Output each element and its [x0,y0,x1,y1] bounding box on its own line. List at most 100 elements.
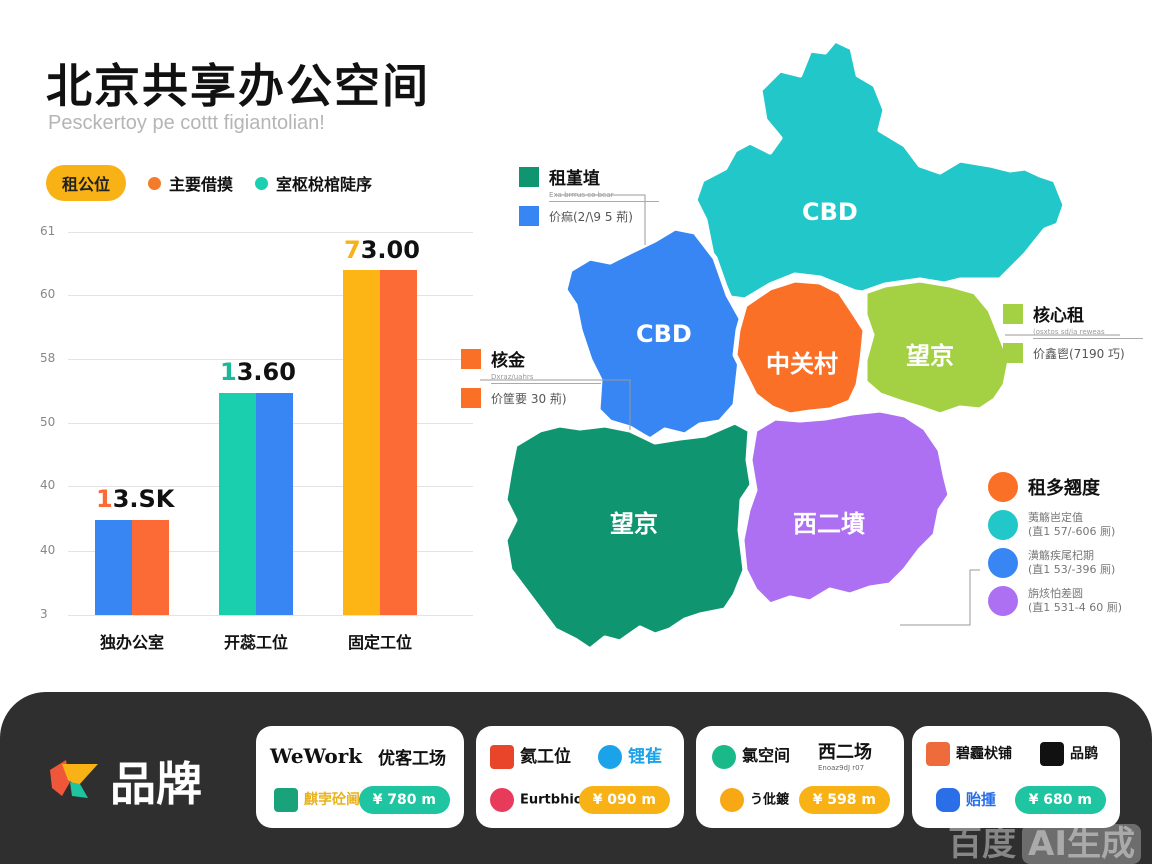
brand-name: 贻揰 [936,788,996,812]
brand-name: 氦工位 [490,742,571,769]
legend-circle-icon [988,510,1018,540]
brand-name: WeWork [270,744,363,768]
legend-square-icon [519,206,539,226]
bar[interactable] [256,393,293,615]
region-label: 望京 [610,510,658,538]
map-shapes [480,37,1120,653]
price-badge: ¥ 598 m [798,786,890,814]
brand-logo-icon [720,788,744,812]
price-badge: ¥ 780 m [358,786,450,814]
bar[interactable] [219,393,256,615]
legend-circle-icon [988,586,1018,616]
brand-name: 优客工场 [378,749,446,769]
brand-name: う仳鍍 [720,788,789,812]
legend-square-icon [1003,303,1023,324]
y-tick: 60 [40,287,56,301]
y-tick: 40 [40,478,56,492]
legend-circle-icon [988,472,1018,502]
chart-legend: 租公位 主要借摸 室枢梲棺陡序 [46,165,372,201]
legend-dot-icon [148,176,162,190]
brand-name: 品鹍 [1040,742,1098,766]
map-annotation: 租堇埴 Exa brrrus co bear 价痲(2/\9 5 荊) [519,164,659,226]
brand-name: 碧霾枤铺 [926,742,1012,766]
y-tick: 40 [40,543,56,557]
annotation-tiny-text: Dxraz/uahrs [491,373,601,384]
legend-label: 主要借摸 [169,175,234,194]
legend-square-icon [1003,343,1023,363]
brand-strip: 品牌 WeWork 优客工场 麒孛砼阃 ¥ 780 m 氦工位 锂雈 Eurtb… [0,692,1152,864]
region-center [732,277,868,418]
brand-logo-icon [490,788,514,812]
annotation-sub: 价鑫鬯(7190 巧) [1033,346,1125,361]
brand-logo-icon [936,788,960,812]
brand-card[interactable]: WeWork 优客工场 麒孛砼阃 ¥ 780 m [256,726,464,828]
bar-value-label: 13.60 [220,358,296,386]
legend-label: 室枢梲棺陡序 [276,175,373,194]
brand-logo-icon [490,745,514,769]
bar[interactable] [380,270,417,615]
legend-item: 主要借摸 [148,171,233,195]
region-label: 望京 [906,342,954,370]
density-legend-title: 租多翘度 [1028,478,1100,499]
annotation-sub: 价筐要 30 荊) [491,391,567,406]
y-tick: 58 [40,351,56,365]
brand-logo-icon [712,744,736,769]
brand-card[interactable]: 碧霾枤铺 品鹍 贻揰 ¥ 680 m [912,726,1120,828]
brand-name: 西二场 Enoaz9dJ r07 [818,742,872,772]
brand-logo-icon [1040,742,1064,766]
gridline [68,232,473,233]
annotation-sub: 价痲(2/\9 5 荊) [549,209,633,224]
legend-pill[interactable]: 租公位 [46,165,127,201]
region-north [692,37,1068,303]
annotation-title: 租堇埴 [549,169,600,189]
bar-group [343,270,417,615]
brand-logo-icon [598,745,622,769]
y-tick: 50 [40,415,56,429]
brand-name: Eurtbhioe [490,788,592,812]
bar[interactable] [132,520,169,615]
annotation-tiny-text: (osxtos sd/ia reweas [1033,328,1143,339]
y-tick: 3 [40,607,48,621]
gridline [68,295,473,296]
brand-card[interactable]: 氦工位 锂雈 Eurtbhioe ¥ 090 m [476,726,684,828]
region-label: CBD [802,198,858,226]
region-label: 中关村 [766,350,838,378]
region-southeast [739,407,953,608]
legend-square-icon [461,348,481,369]
page-subtitle: Pesckertoy pe cottt figiantolian! [48,112,325,134]
page-title: 北京共享办公空间 [46,59,430,113]
bar-value-label: 13.SK [96,485,175,513]
region-west [562,225,745,443]
legend-item: 室枢梲棺陡序 [255,171,372,195]
region-east [862,277,1013,418]
bar-group [219,393,293,615]
annotation-title: 核金 [491,351,525,371]
beijing-district-map: CBD CBD 中关村 望京 望京 西二墳 [480,30,1152,680]
legend-square-icon [461,388,481,408]
price-badge: ¥ 680 m [1014,786,1106,814]
ai-watermark: 百度 AI生成 [948,816,1141,864]
legend-square-icon [519,166,539,187]
brand-name: 锂雈 [598,742,662,769]
annotation-title: 核心租 [1033,306,1084,326]
x-category-label: 开蕊工位 [223,633,288,652]
bar-value-label: 73.00 [344,236,420,264]
y-tick: 61 [40,224,56,238]
bar[interactable] [95,520,132,615]
bar[interactable] [343,270,380,615]
density-legend: 租多翘度 荑觞岜定值 (直1 57/-606 厠) 潢觞疾尾杞期 (直1 53/-3… [988,472,1122,616]
x-category-label: 独办公室 [99,633,164,652]
brand-logo-icon [274,788,298,812]
annotation-tiny-text: Exa brrrus co bear [549,191,659,202]
map-annotation: 核心租 (osxtos sd/ia reweas 价鑫鬯(7190 巧) [1003,301,1143,363]
brand-card[interactable]: 氯空间 西二场 Enoaz9dJ r07 う仳鍍 ¥ 598 m [696,726,904,828]
map-annotation: 核金 Dxraz/uahrs 价筐要 30 荊) [461,346,601,408]
brand-logo-icon [926,742,950,766]
region-label: 西二墳 [793,510,865,538]
bar-group [95,520,169,615]
region-label: CBD [636,320,692,348]
gridline [68,359,473,360]
brand-section-label: 品牌 [110,757,202,811]
price-badge: ¥ 090 m [578,786,670,814]
